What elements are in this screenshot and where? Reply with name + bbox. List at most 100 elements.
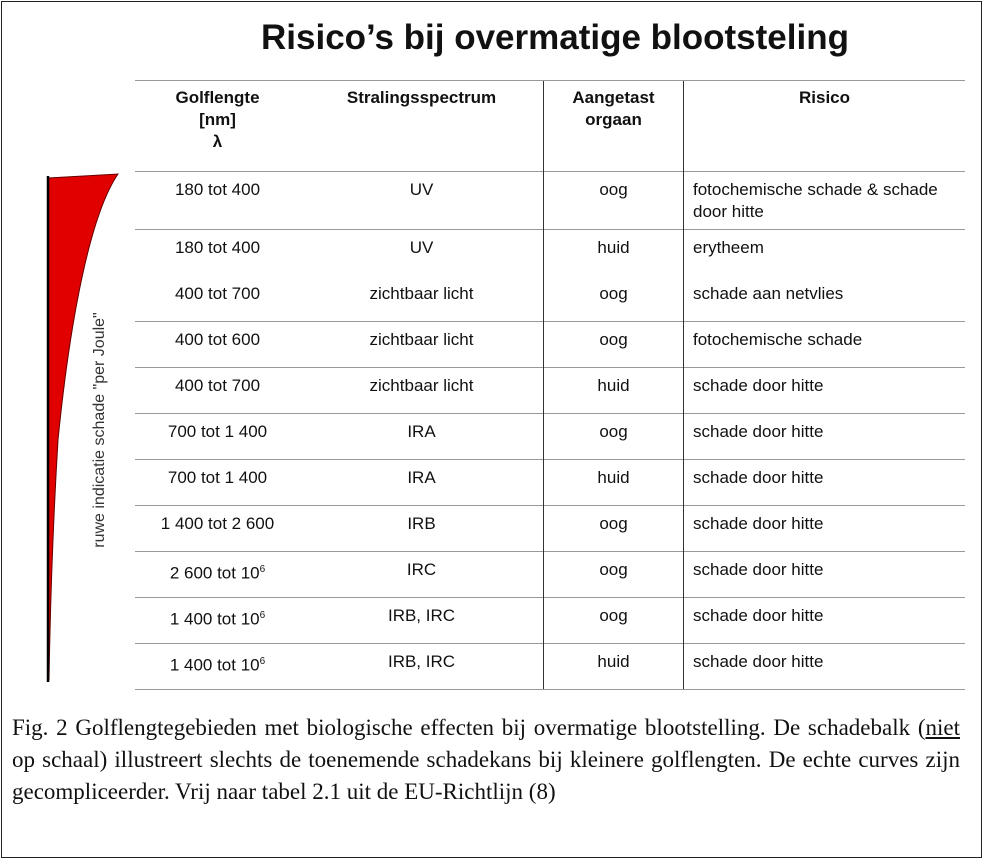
wavelength: 180 tot 400	[174, 180, 261, 199]
table-cell: schade door hitte	[683, 367, 965, 413]
table-cell: erytheem	[683, 229, 965, 275]
risk: schade door hitte	[693, 560, 824, 579]
table-cell: huid	[543, 229, 683, 275]
organ: oog	[599, 606, 628, 625]
table-cell: huid	[543, 643, 683, 689]
wavelength: 2 600 tot 10	[169, 563, 260, 583]
risk: schade door hitte	[693, 606, 824, 625]
table-cell: oog	[543, 597, 683, 643]
table-cell: IRB	[300, 505, 543, 551]
header-text: Golflengte	[175, 88, 260, 107]
organ: oog	[599, 284, 628, 303]
risk: schade aan netvlies	[693, 284, 844, 303]
organ: oog	[599, 514, 628, 533]
table-row: 400 tot 700 zichtbaar licht huid schade doo…	[135, 367, 965, 414]
table-cell: schade door hitte	[683, 643, 965, 689]
organ: oog	[599, 180, 628, 199]
table-cell: schade aan netvlies	[683, 275, 965, 321]
table-cell: 1 400 tot 2 600	[135, 505, 300, 551]
wavelength: 1 400 tot 10	[169, 609, 260, 629]
table-row: 180 tot 400 UV oog fotochemische schade & s…	[135, 171, 965, 230]
table-cell: IRA	[300, 459, 543, 505]
spectrum: IRC	[406, 560, 437, 579]
spectrum: IRB, IRC	[387, 606, 456, 625]
table: Golflengte [nm] λ Stralingsspectrum Aangetas…	[135, 80, 965, 690]
table-cell: 180 tot 400	[135, 171, 300, 229]
table-row: 700 tot 1 400 IRA oog schade door hitte	[135, 413, 965, 460]
table-cell: schade door hitte	[683, 413, 965, 459]
spectrum: UV	[409, 180, 434, 199]
risk: erytheem	[693, 238, 764, 257]
table-cell: UV	[300, 171, 543, 229]
table-cell: IRC	[300, 551, 543, 597]
risk: fotochemische schade & schade door hitte	[693, 180, 938, 221]
risk: schade door hitte	[693, 468, 824, 487]
risk: fotochemische schade	[693, 330, 863, 349]
wavelength: 400 tot 600	[174, 330, 261, 349]
table-cell: schade door hitte	[683, 505, 965, 551]
table-cell: 1 400 tot 106	[135, 643, 300, 689]
table-cell: 700 tot 1 400	[135, 413, 300, 459]
wavelength: 1 400 tot 10	[169, 655, 260, 675]
damage-bar: ruwe indicatie schade "per Joule"	[46, 173, 119, 682]
spectrum: zichtbaar licht	[369, 330, 474, 349]
header-text: λ	[212, 132, 223, 151]
wavelength: 180 tot 400	[174, 238, 261, 257]
table-row: 1 400 tot 106 IRB, IRC oog schade door hitt…	[135, 597, 965, 644]
spectrum: IRB, IRC	[387, 652, 456, 671]
table-cell: 180 tot 400	[135, 229, 300, 275]
caption-text: Fig. 2 Golflengtegebieden met biologisch…	[12, 715, 926, 740]
table-cell: 700 tot 1 400	[135, 459, 300, 505]
title: Risico’s bij overmatige blootsteling	[261, 18, 849, 57]
side-label: ruwe indicatie schade "per Joule"	[91, 312, 108, 548]
header-text: Risico	[798, 88, 851, 107]
table-cell: UV	[300, 229, 543, 275]
header-cell: Golflengte [nm] λ	[135, 81, 300, 171]
wavelength: 700 tot 1 400	[167, 422, 268, 441]
table-cell: schade door hitte	[683, 597, 965, 643]
table-cell: schade door hitte	[683, 459, 965, 505]
table-row: 400 tot 600 zichtbaar licht oog fotochemisc…	[135, 321, 965, 368]
table-row: 2 600 tot 106 IRC oog schade door hitte	[135, 551, 965, 598]
damage-wedge	[47, 173, 119, 681]
caption-text: niet	[925, 715, 961, 740]
organ: huid	[597, 238, 630, 257]
header-text: Aangetast	[572, 88, 655, 107]
table-cell: IRB, IRC	[300, 597, 543, 643]
table-row: 180 tot 400 UV huid erytheem	[135, 229, 965, 275]
wavelength: 400 tot 700	[174, 376, 261, 395]
organ: huid	[597, 376, 630, 395]
table-row: 1 400 tot 2 600 IRB oog schade door hitte	[135, 505, 965, 552]
table-row: 400 tot 700 zichtbaar licht oog schade aan …	[135, 275, 965, 322]
table-cell: zichtbaar licht	[300, 321, 543, 367]
superscript: 6	[259, 564, 266, 575]
table-cell: schade door hitte	[683, 551, 965, 597]
header-cell: Stralingsspectrum	[300, 81, 543, 171]
superscript: 6	[259, 610, 266, 621]
wavelength: 400 tot 700	[174, 284, 261, 303]
table-cell: 1 400 tot 106	[135, 597, 300, 643]
table-cell: oog	[543, 321, 683, 367]
table-cell: IRA	[300, 413, 543, 459]
organ: huid	[597, 468, 630, 487]
table-row: 1 400 tot 106 IRB, IRC huid schade door hit…	[135, 643, 965, 690]
header-cell: Aangetast orgaan	[543, 81, 683, 171]
table-cell: oog	[543, 413, 683, 459]
caption-text: op schaal) illustreert slechts de toenem…	[12, 747, 960, 804]
table-row: 700 tot 1 400 IRA huid schade door hitte	[135, 459, 965, 506]
spectrum: zichtbaar licht	[369, 376, 474, 395]
table-cell: fotochemische schade	[683, 321, 965, 367]
table-cell: oog	[543, 505, 683, 551]
header-cell: Risico	[683, 81, 965, 171]
table-cell: huid	[543, 367, 683, 413]
risk: schade door hitte	[693, 422, 824, 441]
spectrum: IRB	[407, 514, 436, 533]
spectrum: IRA	[407, 422, 436, 441]
caption: Fig. 2 Golflengtegebieden met biologisch…	[12, 712, 960, 808]
spectrum: UV	[409, 238, 434, 257]
table-cell: zichtbaar licht	[300, 275, 543, 321]
header-text: orgaan	[585, 110, 642, 129]
organ: oog	[599, 560, 628, 579]
